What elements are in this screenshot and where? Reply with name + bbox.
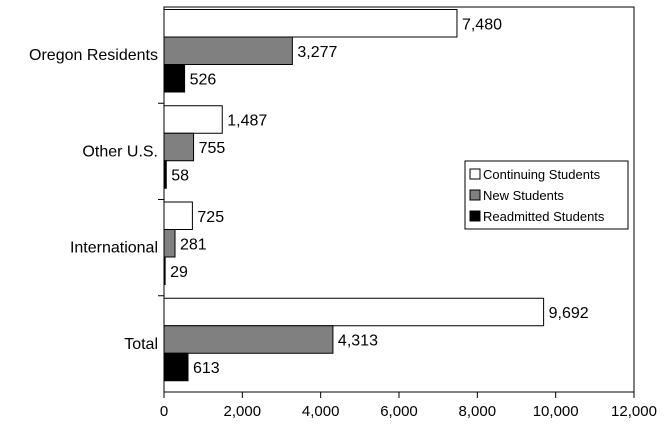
bar-continuing-students-international [163,201,193,230]
value-label-new-students-international: 281 [180,236,207,253]
bar-readmitted-students-oregon-residents [163,64,186,93]
category-label-oregon-residents: Oregon Residents [29,47,158,64]
bar-new-students-international [163,229,176,258]
value-label-new-students-other-u-s: 755 [199,140,226,157]
value-label-new-students-total: 4,313 [338,333,378,350]
value-label-continuing-students-total: 9,692 [549,305,589,322]
value-label-continuing-students-oregon-residents: 7,480 [462,16,502,33]
x-tick-label-6000: 6,000 [380,403,418,420]
legend-label-readmitted-students: Readmitted Students [483,209,605,224]
bar-continuing-students-oregon-residents [163,9,458,38]
x-tick-label-8000: 8,000 [459,403,497,420]
bar-new-students-other-u-s [163,132,195,162]
bar-new-students-total [163,325,334,354]
legend-label-new-students: New Students [483,188,564,203]
bar-new-students-oregon-residents [163,36,293,65]
x-tick-label-10000: 10,000 [533,403,579,420]
bar-continuing-students-other-u-s [163,105,223,134]
value-label-continuing-students-international: 725 [197,209,224,226]
legend-swatch-new-students [469,189,481,201]
category-label-international: International [70,240,158,257]
value-label-readmitted-students-total: 613 [193,360,220,377]
category-labels: Oregon Residents Other U.S. International T… [29,47,164,353]
category-label-total: Total [124,336,158,353]
value-label-continuing-students-other-u-s: 1,487 [227,113,267,130]
x-axis: 0 2,000 4,000 6,000 8,000 10,000 12,000 [160,392,657,420]
legend: Continuing Students New Students Readmitte… [464,160,629,230]
bar-readmitted-students-other-u-s [163,160,167,189]
value-label-readmitted-students-oregon-residents: 526 [190,71,217,88]
legend-swatch-continuing-students [469,168,481,180]
legend-swatch-readmitted-students [469,210,481,222]
category-label-other-u-s: Other U.S. [82,143,158,160]
x-tick-label-12000: 12,000 [611,403,657,420]
bar-readmitted-students-total [163,352,189,382]
value-label-readmitted-students-international: 29 [170,264,188,281]
x-tick-label-2000: 2,000 [224,403,262,420]
bar-readmitted-students-international [163,256,166,285]
value-label-new-students-oregon-residents: 3,277 [297,44,337,61]
x-tick-label-0: 0 [160,403,168,420]
x-tick-label-4000: 4,000 [302,403,340,420]
legend-box [464,160,629,230]
legend-label-continuing-students: Continuing Students [483,167,601,182]
bar-continuing-students-total [163,297,545,327]
value-label-readmitted-students-other-u-s: 58 [171,168,189,185]
